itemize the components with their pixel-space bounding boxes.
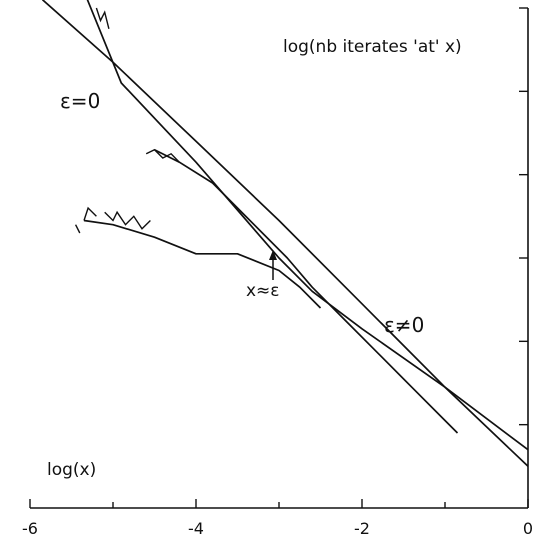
crossover-arrow: [269, 250, 277, 280]
x-tick-label: -2: [354, 519, 370, 538]
x-tick-label: 0: [523, 519, 533, 538]
noise-mark-5: [104, 210, 151, 230]
noise-mark-3: [74, 224, 81, 234]
y-axis-label: log(nb iterates 'at' x): [283, 37, 462, 57]
series-group: [41, 0, 529, 467]
annotation-eps-zero: ε=0: [60, 89, 100, 113]
series-line-3: [154, 148, 459, 434]
x-tick-label: -4: [188, 519, 204, 538]
x-tick-label: -6: [22, 519, 38, 538]
series-line-2: [86, 0, 529, 451]
noise-mark-1: [95, 7, 110, 29]
noise-mark-4: [83, 206, 97, 221]
annotation-eps-nonzero: ε≠0: [384, 313, 424, 337]
series-line-4: [83, 219, 322, 309]
x-axis-label: log(x): [47, 460, 96, 480]
ticks: -6 -4 -2 0: [22, 7, 533, 538]
noise-mark-2: [145, 148, 180, 163]
annotation-crossover: x≈ε: [246, 281, 280, 301]
noise-marks: [74, 7, 180, 234]
